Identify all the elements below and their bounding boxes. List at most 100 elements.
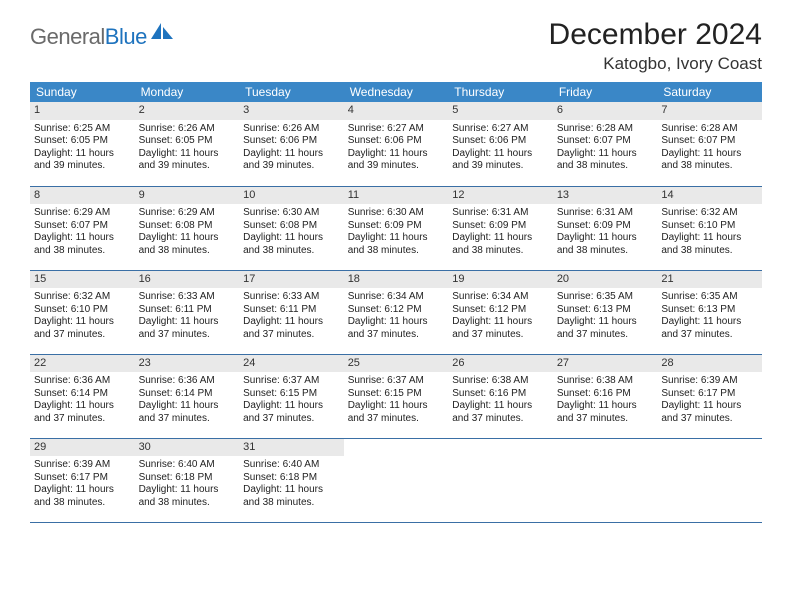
sunset-line: Sunset: 6:09 PM [348, 220, 445, 233]
logo-text-gray: General [30, 24, 105, 49]
calendar-day-cell: 28Sunrise: 6:39 AMSunset: 6:17 PMDayligh… [657, 354, 762, 438]
daylight-line-1: Daylight: 11 hours [243, 148, 340, 161]
day-number: 5 [448, 102, 553, 120]
calendar-day-cell: 5Sunrise: 6:27 AMSunset: 6:06 PMDaylight… [448, 102, 553, 186]
daylight-line-2: and 38 minutes. [243, 497, 340, 510]
title-block: December 2024 Katogbo, Ivory Coast [549, 18, 762, 74]
day-number: 9 [135, 187, 240, 205]
sunset-line: Sunset: 6:13 PM [557, 304, 654, 317]
sunset-line: Sunset: 6:10 PM [34, 304, 131, 317]
day-number: 2 [135, 102, 240, 120]
sunset-line: Sunset: 6:09 PM [557, 220, 654, 233]
daylight-line-2: and 39 minutes. [348, 160, 445, 173]
day-number: 20 [553, 271, 658, 289]
calendar-day-cell [657, 438, 762, 522]
daylight-line-2: and 37 minutes. [139, 413, 236, 426]
sunset-line: Sunset: 6:05 PM [139, 135, 236, 148]
sunrise-line: Sunrise: 6:28 AM [661, 123, 758, 136]
daylight-line-2: and 38 minutes. [661, 160, 758, 173]
daylight-line-1: Daylight: 11 hours [452, 148, 549, 161]
logo: GeneralBlue [30, 24, 175, 50]
daylight-line-2: and 38 minutes. [243, 245, 340, 258]
day-number: 30 [135, 439, 240, 457]
daylight-line-2: and 37 minutes. [243, 413, 340, 426]
daylight-line-2: and 38 minutes. [661, 245, 758, 258]
daylight-line-1: Daylight: 11 hours [557, 400, 654, 413]
calendar-day-cell: 6Sunrise: 6:28 AMSunset: 6:07 PMDaylight… [553, 102, 658, 186]
day-number: 14 [657, 187, 762, 205]
sunrise-line: Sunrise: 6:38 AM [452, 375, 549, 388]
calendar-day-cell: 8Sunrise: 6:29 AMSunset: 6:07 PMDaylight… [30, 186, 135, 270]
day-number: 17 [239, 271, 344, 289]
day-header-sun: Sunday [30, 82, 135, 102]
calendar-day-cell: 20Sunrise: 6:35 AMSunset: 6:13 PMDayligh… [553, 270, 658, 354]
calendar-day-cell: 17 Sunrise: 6:33 AMSunset: 6:11 PMDayligh… [239, 270, 344, 354]
daylight-line-2: and 37 minutes. [34, 413, 131, 426]
calendar-document: GeneralBlue December 2024 Katogbo, Ivory… [0, 0, 792, 533]
sunset-line: Sunset: 6:16 PM [557, 388, 654, 401]
sunset-line: Sunset: 6:08 PM [139, 220, 236, 233]
day-number: 12 [448, 187, 553, 205]
calendar-week-row: 29Sunrise: 6:39 AMSunset: 6:17 PMDayligh… [30, 438, 762, 522]
day-header-wed: Wednesday [344, 82, 449, 102]
daylight-line-2: and 38 minutes. [557, 160, 654, 173]
calendar-day-cell: 30Sunrise: 6:40 AMSunset: 6:18 PMDayligh… [135, 438, 240, 522]
calendar-day-cell: 12Sunrise: 6:31 AMSunset: 6:09 PMDayligh… [448, 186, 553, 270]
day-number: 10 [239, 187, 344, 205]
day-number: 8 [30, 187, 135, 205]
sunrise-line: Sunrise: 6:30 AM [348, 207, 445, 220]
logo-text: GeneralBlue [30, 24, 147, 50]
day-header-mon: Monday [135, 82, 240, 102]
daylight-line-1: Daylight: 11 hours [557, 148, 654, 161]
sunrise-line: Sunrise: 6:27 AM [348, 123, 445, 136]
day-number: 22 [30, 355, 135, 373]
daylight-line-2: and 37 minutes. [557, 413, 654, 426]
sunset-line: Sunset: 6:10 PM [661, 220, 758, 233]
day-header-sat: Saturday [657, 82, 762, 102]
calendar-day-cell: 3 Sunrise: 6:26 AMSunset: 6:06 PMDaylight… [239, 102, 344, 186]
daylight-line-2: and 37 minutes. [243, 329, 340, 342]
daylight-line-1: Daylight: 11 hours [661, 400, 758, 413]
day-number: 28 [657, 355, 762, 373]
day-number: 13 [553, 187, 658, 205]
day-number: 1 [30, 102, 135, 120]
sunset-line: Sunset: 6:14 PM [139, 388, 236, 401]
sunset-line: Sunset: 6:06 PM [348, 135, 445, 148]
sunrise-line: Sunrise: 6:36 AM [34, 375, 131, 388]
sunset-line: Sunset: 6:15 PM [243, 388, 340, 401]
day-number: 4 [344, 102, 449, 120]
calendar-day-cell: 7Sunrise: 6:28 AMSunset: 6:07 PMDaylight… [657, 102, 762, 186]
calendar-day-cell: 26Sunrise: 6:38 AMSunset: 6:16 PMDayligh… [448, 354, 553, 438]
sunset-line: Sunset: 6:16 PM [452, 388, 549, 401]
sunrise-line: Sunrise: 6:31 AM [452, 207, 549, 220]
daylight-line-2: and 38 minutes. [34, 497, 131, 510]
calendar-week-row: 15Sunrise: 6:32 AMSunset: 6:10 PMDayligh… [30, 270, 762, 354]
daylight-line-2: and 38 minutes. [34, 245, 131, 258]
sunrise-line: Sunrise: 6:39 AM [34, 459, 131, 472]
sunset-line: Sunset: 6:05 PM [34, 135, 131, 148]
sunrise-line: Sunrise: 6:33 AM [243, 291, 340, 304]
location-label: Katogbo, Ivory Coast [549, 54, 762, 74]
calendar-day-cell: 15Sunrise: 6:32 AMSunset: 6:10 PMDayligh… [30, 270, 135, 354]
daylight-line-1: Daylight: 11 hours [661, 316, 758, 329]
day-number: 3 [239, 102, 344, 120]
sunrise-line: Sunrise: 6:26 AM [139, 123, 236, 136]
sunset-line: Sunset: 6:07 PM [557, 135, 654, 148]
daylight-line-1: Daylight: 11 hours [139, 232, 236, 245]
daylight-line-2: and 38 minutes. [557, 245, 654, 258]
daylight-line-1: Daylight: 11 hours [243, 316, 340, 329]
sunrise-line: Sunrise: 6:33 AM [139, 291, 236, 304]
daylight-line-2: and 39 minutes. [139, 160, 236, 173]
day-header-tue: Tuesday [239, 82, 344, 102]
sunset-line: Sunset: 6:06 PM [243, 135, 340, 148]
calendar-day-cell: 2Sunrise: 6:26 AMSunset: 6:05 PMDaylight… [135, 102, 240, 186]
day-number: 19 [448, 271, 553, 289]
day-number: 24 [239, 355, 344, 373]
daylight-line-1: Daylight: 11 hours [661, 148, 758, 161]
daylight-line-2: and 37 minutes. [139, 329, 236, 342]
sunset-line: Sunset: 6:11 PM [243, 304, 340, 317]
daylight-line-2: and 37 minutes. [661, 413, 758, 426]
sunrise-line: Sunrise: 6:26 AM [243, 123, 340, 136]
daylight-line-1: Daylight: 11 hours [243, 484, 340, 497]
daylight-line-2: and 39 minutes. [243, 160, 340, 173]
